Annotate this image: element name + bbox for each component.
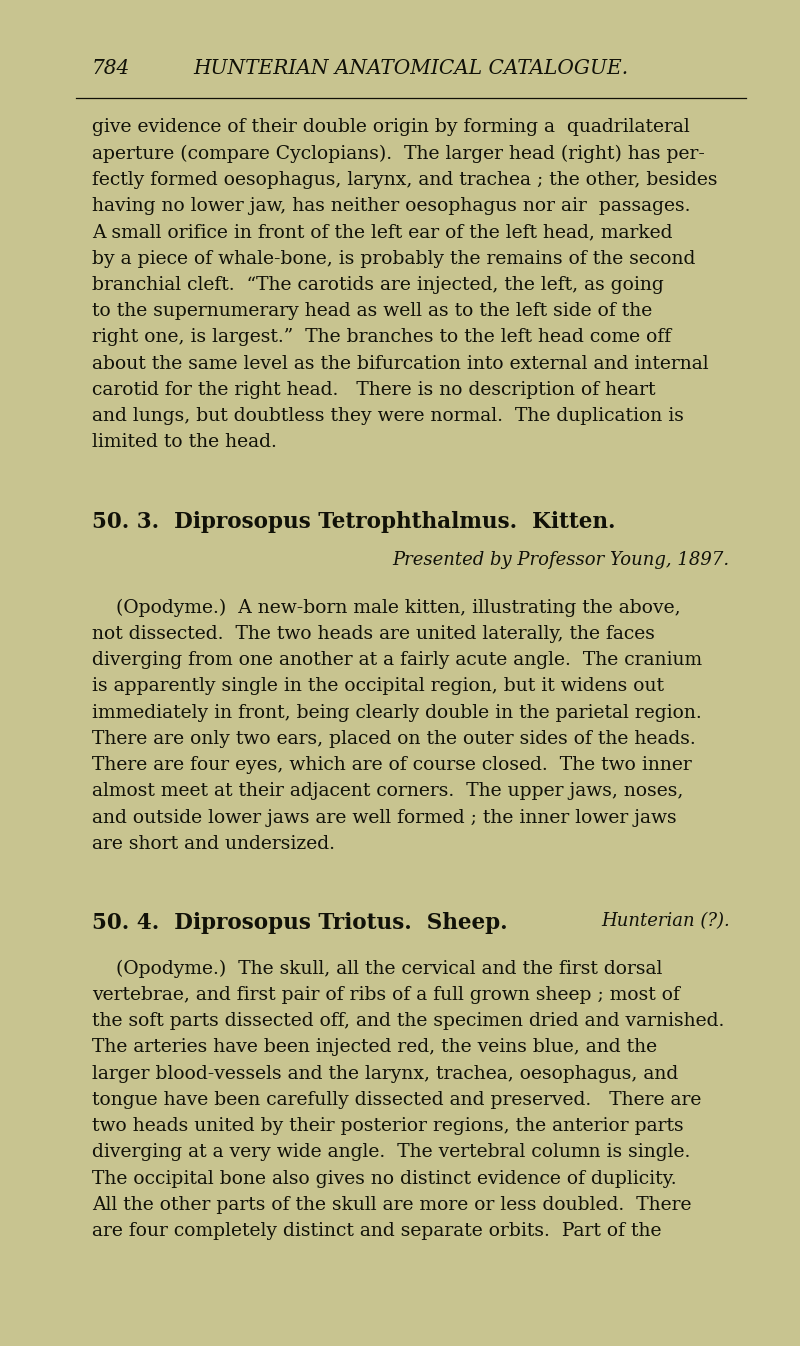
- Text: 50. 3.  Diprosopus Tetrophthalmus.  Kitten.: 50. 3. Diprosopus Tetrophthalmus. Kitten…: [92, 510, 615, 533]
- Text: aperture (compare Cyclopians).  The larger head (right) has per-: aperture (compare Cyclopians). The large…: [92, 145, 705, 163]
- Text: Hunterian (?).: Hunterian (?).: [601, 913, 730, 930]
- Text: 50. 4.  Diprosopus Triotus.  Sheep.: 50. 4. Diprosopus Triotus. Sheep.: [92, 913, 508, 934]
- Text: All the other parts of the skull are more or less doubled.  There: All the other parts of the skull are mor…: [92, 1195, 691, 1214]
- Text: tongue have been carefully dissected and preserved.   There are: tongue have been carefully dissected and…: [92, 1090, 702, 1109]
- Text: almost meet at their adjacent corners.  The upper jaws, noses,: almost meet at their adjacent corners. T…: [92, 782, 683, 801]
- Text: There are four eyes, which are of course closed.  The two inner: There are four eyes, which are of course…: [92, 756, 692, 774]
- Text: (Opodyme.)  The skull, all the cervical and the first dorsal: (Opodyme.) The skull, all the cervical a…: [92, 960, 662, 977]
- Text: A small orifice in front of the left ear of the left head, marked: A small orifice in front of the left ear…: [92, 223, 673, 241]
- Text: branchial cleft.  “The carotids are injected, the left, as going: branchial cleft. “The carotids are injec…: [92, 276, 664, 293]
- Text: carotid for the right head.   There is no description of heart: carotid for the right head. There is no …: [92, 381, 655, 398]
- Text: are four completely distinct and separate orbits.  Part of the: are four completely distinct and separat…: [92, 1222, 662, 1240]
- Text: right one, is largest.”  The branches to the left head come off: right one, is largest.” The branches to …: [92, 328, 671, 346]
- Text: 784: 784: [92, 59, 130, 78]
- Text: limited to the head.: limited to the head.: [92, 433, 277, 451]
- Text: The arteries have been injected red, the veins blue, and the: The arteries have been injected red, the…: [92, 1038, 657, 1057]
- Text: not dissected.  The two heads are united laterally, the faces: not dissected. The two heads are united …: [92, 625, 655, 643]
- Text: give evidence of their double origin by forming a  quadrilateral: give evidence of their double origin by …: [92, 118, 690, 136]
- Text: fectly formed oesophagus, larynx, and trachea ; the other, besides: fectly formed oesophagus, larynx, and tr…: [92, 171, 718, 188]
- Text: and lungs, but doubtless they were normal.  The duplication is: and lungs, but doubtless they were norma…: [92, 406, 684, 425]
- Text: having no lower jaw, has neither oesophagus nor air  passages.: having no lower jaw, has neither oesopha…: [92, 197, 690, 215]
- Text: and outside lower jaws are well formed ; the inner lower jaws: and outside lower jaws are well formed ;…: [92, 809, 677, 826]
- Text: The occipital bone also gives no distinct evidence of duplicity.: The occipital bone also gives no distinc…: [92, 1170, 677, 1187]
- Text: larger blood-vessels and the larynx, trachea, oesophagus, and: larger blood-vessels and the larynx, tra…: [92, 1065, 678, 1082]
- Text: are short and undersized.: are short and undersized.: [92, 835, 335, 853]
- Text: (Opodyme.)  A new-born male kitten, illustrating the above,: (Opodyme.) A new-born male kitten, illus…: [92, 599, 681, 616]
- Text: vertebrae, and first pair of ribs of a full grown sheep ; most of: vertebrae, and first pair of ribs of a f…: [92, 985, 680, 1004]
- Text: There are only two ears, placed on the outer sides of the heads.: There are only two ears, placed on the o…: [92, 730, 696, 748]
- Text: by a piece of whale-bone, is probably the remains of the second: by a piece of whale-bone, is probably th…: [92, 250, 695, 268]
- Text: Presented by Professor Young, 1897.: Presented by Professor Young, 1897.: [393, 552, 730, 569]
- Text: the soft parts dissected off, and the specimen dried and varnished.: the soft parts dissected off, and the sp…: [92, 1012, 724, 1030]
- Text: to the supernumerary head as well as to the left side of the: to the supernumerary head as well as to …: [92, 302, 652, 320]
- Text: two heads united by their posterior regions, the anterior parts: two heads united by their posterior regi…: [92, 1117, 684, 1135]
- Text: is apparently single in the occipital region, but it widens out: is apparently single in the occipital re…: [92, 677, 664, 696]
- Text: HUNTERIAN ANATOMICAL CATALOGUE.: HUNTERIAN ANATOMICAL CATALOGUE.: [194, 59, 628, 78]
- Text: about the same level as the bifurcation into external and internal: about the same level as the bifurcation …: [92, 354, 709, 373]
- Text: immediately in front, being clearly double in the parietal region.: immediately in front, being clearly doub…: [92, 704, 702, 721]
- Text: diverging at a very wide angle.  The vertebral column is single.: diverging at a very wide angle. The vert…: [92, 1143, 690, 1162]
- Text: diverging from one another at a fairly acute angle.  The cranium: diverging from one another at a fairly a…: [92, 651, 702, 669]
